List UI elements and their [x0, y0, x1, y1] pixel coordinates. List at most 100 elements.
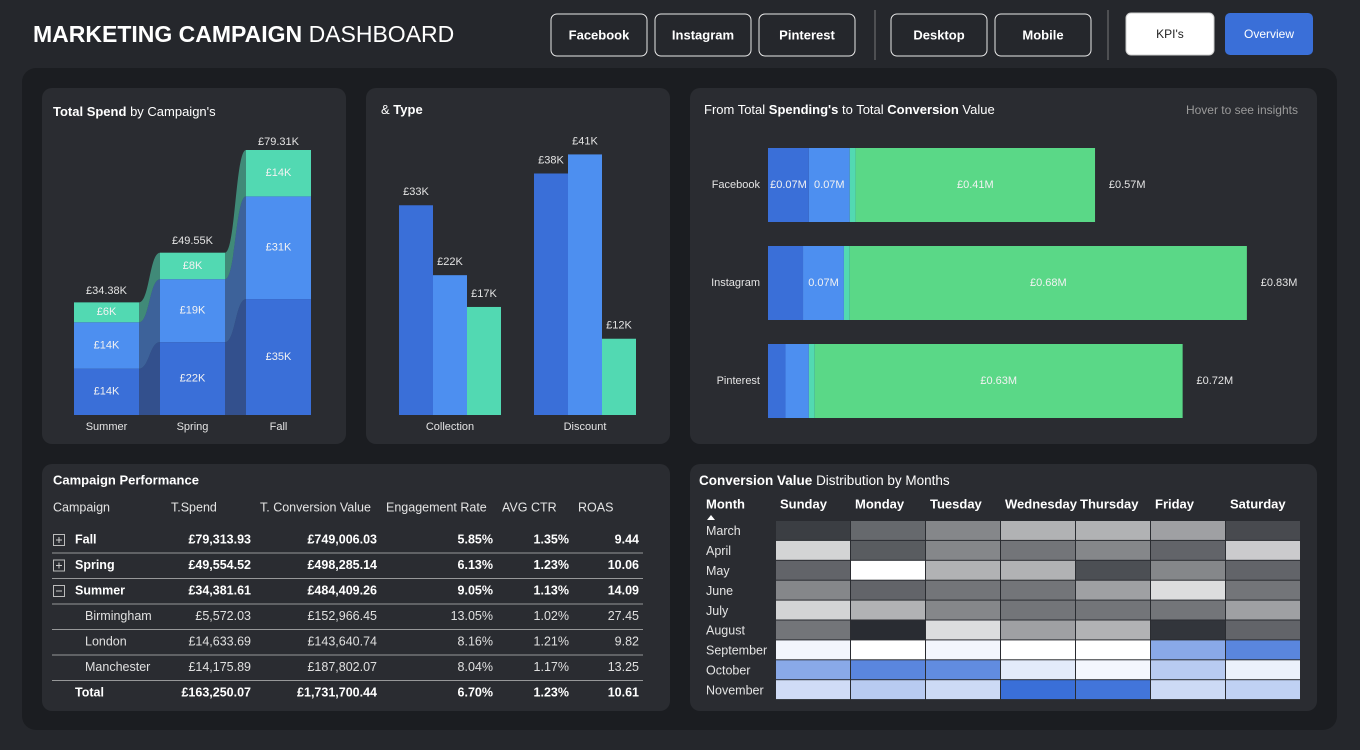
value-label: 0.07M — [814, 179, 845, 191]
heat-cell — [1076, 580, 1150, 600]
expand-icon[interactable] — [53, 534, 65, 546]
heat-cell — [1226, 600, 1300, 620]
table-cell: 9.44 — [615, 532, 639, 546]
value-label: £6K — [97, 306, 117, 318]
table-cell: Total — [75, 685, 104, 699]
heat-cell — [1076, 680, 1150, 700]
table-cell: 14.09 — [608, 583, 639, 597]
heat-cell — [1226, 640, 1300, 660]
heat-cell — [926, 620, 1000, 640]
bar-segment — [785, 344, 809, 418]
bar-segment — [246, 150, 311, 197]
table-cell: £14,633.69 — [188, 634, 251, 648]
heat-cell — [926, 580, 1000, 600]
nav-button[interactable] — [1225, 13, 1313, 55]
ribbon — [225, 299, 246, 415]
heat-cell — [1151, 620, 1225, 640]
column-header: Saturday — [1230, 496, 1286, 511]
heat-cell — [1076, 560, 1150, 580]
row-label: October — [706, 664, 750, 678]
table-cell: 5.85% — [458, 532, 493, 546]
heat-cell — [1226, 521, 1300, 540]
table-cell: 27.45 — [608, 609, 639, 623]
heat-cell — [851, 600, 925, 620]
filter-button[interactable] — [758, 13, 856, 57]
table-cell: £79,313.93 — [188, 532, 251, 546]
heat-cell — [1151, 680, 1225, 700]
total-label: £34.38K — [86, 285, 128, 297]
filter-button[interactable] — [550, 13, 648, 57]
filter-label: Pinterest — [779, 27, 835, 42]
column-header: Friday — [1155, 496, 1195, 511]
table-cell: £143,640.74 — [307, 634, 377, 648]
heat-cell — [1001, 521, 1075, 540]
heat-cell — [1001, 620, 1075, 640]
bar-segment — [160, 252, 225, 280]
title-part: & — [381, 102, 390, 117]
nav-button[interactable] — [1125, 12, 1215, 56]
heat-cell — [851, 560, 925, 580]
nav-label: KPI's — [1156, 27, 1184, 41]
heat-cell — [1001, 600, 1075, 620]
filter-button[interactable] — [654, 13, 752, 57]
value-label: £0.68M — [1030, 277, 1067, 289]
bar-segment — [160, 342, 225, 415]
value-label: £0.07M — [770, 179, 807, 191]
heat-cell — [1001, 640, 1075, 660]
heat-cell — [851, 660, 925, 680]
filter-label: Instagram — [672, 27, 734, 42]
heat-cell — [1226, 620, 1300, 640]
heat-cell — [1226, 560, 1300, 580]
expand-icon[interactable] — [53, 585, 65, 597]
heat-cell — [1001, 560, 1075, 580]
table-cell: Fall — [75, 532, 97, 546]
heat-cell — [926, 521, 1000, 540]
filter-button[interactable] — [890, 13, 988, 57]
heat-cell — [1226, 580, 1300, 600]
heat-cell — [1151, 660, 1225, 680]
row-header: Month — [706, 496, 745, 511]
heat-cell — [1226, 660, 1300, 680]
value-label: £31K — [266, 242, 292, 254]
column-header: Wednesday — [1005, 496, 1078, 511]
value-label: £33K — [403, 186, 429, 198]
column-header: Sunday — [780, 496, 828, 511]
heat-cell — [776, 640, 850, 660]
total-label: £0.57M — [1109, 179, 1146, 191]
bar — [602, 338, 636, 415]
title-part: Total Spend — [53, 104, 126, 119]
heat-cell — [851, 580, 925, 600]
bar-segment — [808, 148, 850, 222]
value-label: £8K — [183, 260, 203, 272]
column-header: Thursday — [1080, 496, 1139, 511]
table-cell: London — [85, 634, 127, 648]
heat-cell — [926, 640, 1000, 660]
heat-cell — [776, 660, 850, 680]
heat-cell — [1076, 540, 1150, 560]
column-header: Monday — [855, 496, 905, 511]
row-label: August — [706, 624, 745, 638]
heat-cell — [776, 580, 850, 600]
expand-icon[interactable] — [53, 559, 65, 572]
table-cell: £152,966.45 — [307, 609, 377, 623]
row-label: April — [706, 544, 731, 558]
heat-cell — [926, 600, 1000, 620]
heat-cell — [1076, 640, 1150, 660]
heat-cell — [926, 680, 1000, 700]
table-cell: £187,802.07 — [307, 660, 377, 674]
table-cell: Birmingham — [85, 609, 152, 623]
bar-segment — [160, 279, 225, 343]
column-header: Tuesday — [930, 496, 983, 511]
filter-button[interactable] — [994, 13, 1092, 57]
table-cell: £1,731,700.44 — [297, 685, 377, 699]
value-label: £0.41M — [957, 179, 994, 191]
category-label: Summer — [86, 421, 128, 433]
row-label: September — [706, 644, 767, 658]
title-part: Type — [393, 102, 422, 117]
bar-segment — [768, 148, 809, 222]
title-part: Conversion Value — [699, 473, 813, 488]
category-label: Pinterest — [717, 375, 760, 387]
heat-cell — [1001, 680, 1075, 700]
table-cell: £5,572.03 — [195, 609, 251, 623]
